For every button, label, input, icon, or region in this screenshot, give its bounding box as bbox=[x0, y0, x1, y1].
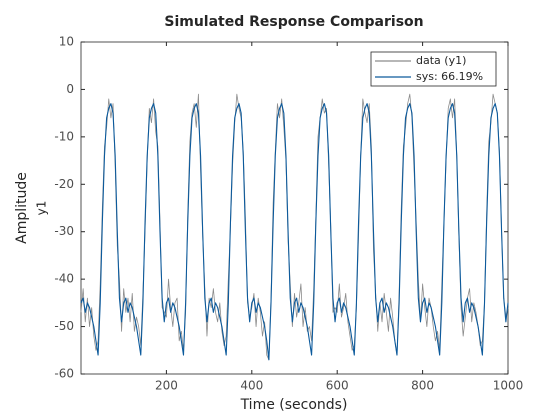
legend-box bbox=[370, 51, 497, 87]
x-tick-label: 200 bbox=[155, 379, 178, 393]
y-tick-label: -10 bbox=[54, 129, 74, 143]
y-tick-label: -60 bbox=[54, 367, 74, 381]
y-axis-label: Amplitude bbox=[14, 172, 30, 244]
legend-label: sys: 66.19% bbox=[416, 70, 483, 83]
y-channel-label: y1 bbox=[35, 201, 49, 216]
x-tick-label: 400 bbox=[240, 379, 263, 393]
x-axis-label: Time (seconds) bbox=[240, 397, 348, 413]
y-tick-label: -40 bbox=[54, 272, 74, 286]
y-tick-label: -50 bbox=[54, 319, 74, 333]
y-tick-label: 10 bbox=[59, 35, 74, 49]
y-tick-label: -20 bbox=[54, 177, 74, 191]
legend-label: data (y1) bbox=[416, 54, 466, 67]
plot-area bbox=[80, 41, 509, 375]
y-tick-label: 0 bbox=[66, 82, 74, 96]
y-tick-label: -30 bbox=[54, 224, 74, 238]
x-tick-label: 1000 bbox=[493, 379, 524, 393]
series-line bbox=[80, 103, 509, 361]
x-tick-label: 600 bbox=[326, 379, 349, 393]
chart-title: Simulated Response Comparison bbox=[164, 14, 423, 30]
x-tick-label: 800 bbox=[411, 379, 434, 393]
